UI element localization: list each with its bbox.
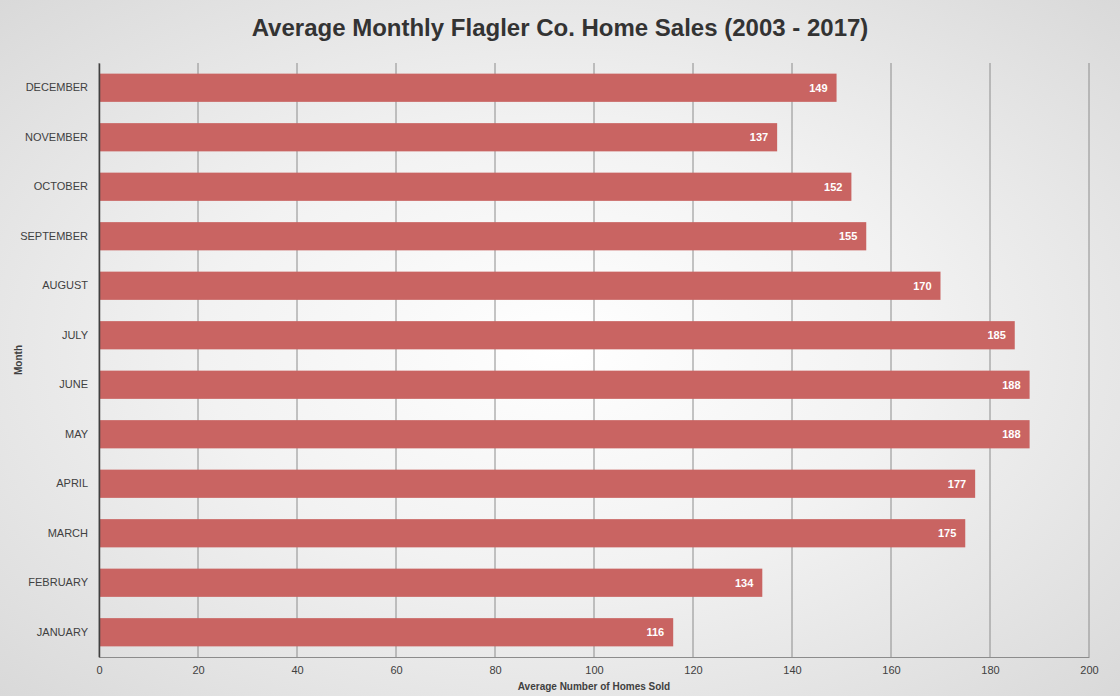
grid-line bbox=[198, 63, 199, 657]
grid-line bbox=[297, 63, 298, 657]
y-axis-line bbox=[99, 64, 101, 658]
plot: 116 134 175 177 188 188 185 170 155 152 137 149 0 20 4… bbox=[20, 63, 1099, 676]
x-axis-title: Average Number of Homes Sold bbox=[518, 681, 670, 692]
grid-line bbox=[396, 63, 397, 657]
data-label: 137 bbox=[750, 131, 768, 143]
x-tick: 80 bbox=[489, 657, 501, 676]
grid bbox=[99, 63, 1089, 657]
x-tick-label: 200 bbox=[1080, 664, 1098, 676]
x-tick: 60 bbox=[390, 657, 402, 676]
data-label: 175 bbox=[938, 527, 956, 539]
y-tick-label: JULY bbox=[62, 329, 89, 341]
x-tick-label: 100 bbox=[585, 664, 603, 676]
x-tick-label: 180 bbox=[981, 664, 999, 676]
chart: 116 134 175 177 188 188 185 170 155 152 137 149 0 20 4… bbox=[0, 0, 1120, 696]
x-tick-label: 160 bbox=[882, 664, 900, 676]
y-tick: DECEMBER bbox=[26, 81, 88, 93]
data-label: 188 bbox=[1002, 428, 1020, 440]
data-label: 134 bbox=[735, 577, 754, 589]
y-tick-label: OCTOBER bbox=[34, 180, 88, 192]
grid-line bbox=[891, 63, 892, 657]
y-axis-title: Month bbox=[13, 345, 24, 375]
grid-line bbox=[792, 63, 793, 657]
x-axis: 0 20 40 60 80 100 120 140 160 180 200 bbox=[96, 657, 1098, 676]
bar bbox=[99, 420, 1030, 448]
y-tick-label: JUNE bbox=[59, 378, 88, 390]
data-label: 116 bbox=[646, 626, 664, 638]
y-tick: MAY bbox=[65, 428, 89, 440]
y-tick-label: AUGUST bbox=[42, 279, 88, 291]
data-label: 177 bbox=[948, 478, 966, 490]
grid-line bbox=[495, 63, 496, 657]
x-tick: 180 bbox=[981, 657, 999, 676]
data-label: 152 bbox=[824, 181, 842, 193]
bar bbox=[99, 173, 851, 201]
bar bbox=[99, 272, 941, 300]
x-tick-label: 120 bbox=[684, 664, 702, 676]
y-tick-label: APRIL bbox=[56, 477, 88, 489]
y-tick-label: MARCH bbox=[48, 527, 88, 539]
y-tick: JANUARY bbox=[37, 626, 89, 638]
y-tick-label: FEBRUARY bbox=[28, 576, 88, 588]
x-tick-label: 60 bbox=[390, 664, 402, 676]
bar bbox=[99, 123, 777, 151]
y-tick: OCTOBER bbox=[34, 180, 88, 192]
title: Average Monthly Flagler Co. Home Sales (… bbox=[252, 14, 869, 41]
bar bbox=[99, 74, 837, 102]
y-tick: JULY bbox=[62, 329, 89, 341]
y-tick: JUNE bbox=[59, 378, 88, 390]
bar bbox=[99, 470, 975, 498]
y-tick-label: NOVEMBER bbox=[25, 131, 88, 143]
x-tick: 100 bbox=[585, 657, 603, 676]
x-tick: 140 bbox=[783, 657, 801, 676]
y-tick: APRIL bbox=[56, 477, 88, 489]
x-tick-label: 80 bbox=[489, 664, 501, 676]
y-tick-label: MAY bbox=[65, 428, 89, 440]
bar bbox=[99, 321, 1015, 349]
x-tick: 120 bbox=[684, 657, 702, 676]
bar bbox=[99, 371, 1030, 399]
bar bbox=[99, 222, 866, 250]
grid-line bbox=[990, 63, 991, 657]
grid-line bbox=[1089, 63, 1090, 657]
data-labels: 116 134 175 177 188 188 185 170 155 152 137 149 bbox=[646, 82, 1020, 639]
x-tick: 20 bbox=[192, 657, 204, 676]
data-label: 170 bbox=[913, 280, 931, 292]
x-tick-label: 20 bbox=[192, 664, 204, 676]
bar bbox=[99, 618, 673, 646]
x-axis-line bbox=[100, 657, 1090, 658]
x-tick-label: 40 bbox=[291, 664, 303, 676]
data-label: 185 bbox=[987, 329, 1005, 341]
grid-line bbox=[693, 63, 694, 657]
data-label: 149 bbox=[809, 82, 827, 94]
x-tick: 160 bbox=[882, 657, 900, 676]
y-tick-label: DECEMBER bbox=[26, 81, 88, 93]
grid-line bbox=[594, 63, 595, 657]
y-axis: JANUARY FEBRUARY MARCH APRIL MAY JUNE JULY AUGU… bbox=[20, 64, 99, 658]
y-tick: AUGUST bbox=[42, 279, 88, 291]
bar bbox=[99, 519, 965, 547]
x-tick: 0 bbox=[96, 657, 102, 676]
data-label: 155 bbox=[839, 230, 857, 242]
x-tick: 200 bbox=[1080, 657, 1098, 676]
data-label: 188 bbox=[1002, 379, 1020, 391]
bars bbox=[99, 74, 1030, 647]
x-tick-label: 140 bbox=[783, 664, 801, 676]
x-tick-label: 0 bbox=[96, 664, 102, 676]
y-tick: SEPTEMBER bbox=[20, 230, 88, 242]
bar bbox=[99, 569, 762, 597]
x-tick: 40 bbox=[291, 657, 303, 676]
y-tick: FEBRUARY bbox=[28, 576, 88, 588]
y-tick: NOVEMBER bbox=[25, 131, 88, 143]
y-tick-label: SEPTEMBER bbox=[20, 230, 88, 242]
y-tick: MARCH bbox=[48, 527, 88, 539]
grid-line bbox=[99, 63, 100, 657]
y-tick-label: JANUARY bbox=[37, 626, 89, 638]
